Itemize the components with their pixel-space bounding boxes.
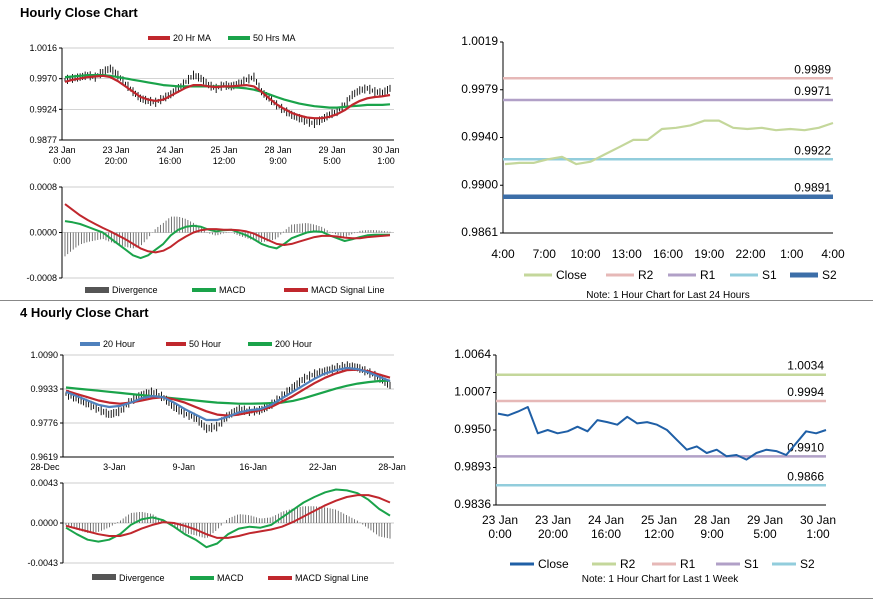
- legend-4h-r1-label: R1: [680, 557, 696, 571]
- 4h-levels-x-tick-label: 28 Jan 9:00: [694, 513, 730, 541]
- hourly-levels-x-tick-label: 4:00: [821, 247, 845, 261]
- legend-4h-r2-label: R2: [620, 557, 636, 571]
- 4h-levels-y-tick-label: 0.9836: [454, 497, 491, 511]
- 4h-price-x-tick-label: 3-Jan: [103, 462, 126, 472]
- 4h-signal-line: [65, 494, 391, 539]
- hourly-price-x-tick-label: 24 Jan 16:00: [156, 145, 183, 166]
- legend-50-hour-label: 50 Hour: [189, 339, 221, 349]
- 4h-levels-y-tick-label: 1.0007: [454, 385, 491, 399]
- hourly-signal-line: [64, 203, 391, 254]
- 4h-200-hour-line: [65, 379, 391, 405]
- legend-4h-divergence-swatch: [92, 574, 116, 580]
- hourly-levels-y-tick-label: 0.9861: [461, 225, 498, 239]
- hourly-macd-y-tick-label: -0.0008: [26, 273, 57, 283]
- 4h-macd-y-tick-label: -0.0043: [27, 558, 58, 568]
- section-divider: [0, 300, 873, 301]
- 4h-levels-y-tick-label: 1.0064: [454, 347, 491, 361]
- 4h-level-label-r2: 1.0034: [787, 359, 824, 373]
- legend-4h-close-label: Close: [538, 557, 569, 571]
- hourly-close-line: [504, 119, 834, 166]
- hourly-price-y-tick-label: 0.9877: [29, 135, 57, 145]
- hourly-price-x-tick-label: 28 Jan 9:00: [264, 145, 291, 166]
- hourly-macd-y-tick-label: 0.0000: [29, 228, 57, 238]
- legend-hourly-r1-label: R1: [700, 268, 716, 282]
- legend-divergence-swatch: [85, 287, 109, 293]
- hourly-levels-x-tick-label: 16:00: [653, 247, 683, 261]
- hourly-levels-y-tick-label: 0.9940: [461, 130, 498, 144]
- hourly-levels-x-tick-label: 1:00: [780, 247, 804, 261]
- legend-hourly-s1-label: S1: [762, 268, 777, 282]
- hourly-20ma-line: [64, 74, 391, 120]
- hourly-macd-line: [64, 220, 390, 260]
- 4h-levels-x-tick-label: 29 Jan 5:00: [747, 513, 783, 541]
- hourly-price-y-tick-label: 1.0016: [29, 43, 57, 53]
- hourly-price-y-tick-label: 0.9970: [29, 74, 57, 84]
- hourly-level-label-r1: 0.9971: [794, 84, 831, 98]
- hourly-levels-x-tick-label: 7:00: [533, 247, 557, 261]
- hourly-levels-x-tick-label: 19:00: [694, 247, 724, 261]
- 4h-levels-y-tick-label: 0.9950: [454, 422, 491, 436]
- legend-hourly-close-label: Close: [556, 268, 587, 282]
- hourly-price-y-tick-label: 0.9924: [29, 104, 57, 114]
- hourly-levels-y-tick-label: 1.0019: [461, 34, 498, 48]
- 4h-price-x-tick-label: 22-Jan: [309, 462, 337, 472]
- 4h-macd-y-tick-label: 0.0000: [30, 518, 58, 528]
- legend-4h-s2-label: S2: [800, 557, 815, 571]
- hourly-price-x-tick-label: 30 Jan 1:00: [372, 145, 399, 166]
- 4h-price-y-tick-label: 0.9933: [30, 384, 58, 394]
- 4h-levels-y-tick-label: 0.9893: [454, 460, 491, 474]
- legend-20-hour-label: 20 Hour: [103, 339, 135, 349]
- 4h-levels-note: Note: 1 Hour Chart for Last 1 Week: [582, 574, 740, 585]
- 4h-price-x-tick-label: 28-Dec: [30, 462, 60, 472]
- legend-4h-s1-label: S1: [744, 557, 759, 571]
- legend-4h-macd-signal-label: MACD Signal Line: [295, 573, 369, 583]
- section-title-4hourly: 4 Hourly Close Chart: [20, 305, 149, 320]
- legend-200-hour-label: 200 Hour: [275, 339, 312, 349]
- 4h-price-y-tick-label: 1.0090: [30, 350, 58, 360]
- 4h-price-y-tick-label: 0.9776: [30, 418, 58, 428]
- 4h-price-x-tick-label: 28-Jan: [378, 462, 406, 472]
- bottom-divider: [0, 598, 873, 599]
- legend-20hr-ma-label: 20 Hr MA: [173, 33, 211, 43]
- hourly-levels-x-tick-label: 22:00: [735, 247, 765, 261]
- 4h-20-hour-line: [65, 366, 391, 422]
- legend-4h-macd-label: MACD: [217, 573, 244, 583]
- 4h-level-label-r1: 0.9994: [787, 385, 824, 399]
- hourly-price-x-tick-label: 23 Jan 0:00: [48, 145, 75, 166]
- legend-macd-signal-label: MACD Signal Line: [311, 285, 385, 295]
- hourly-level-label-r2: 0.9989: [794, 62, 831, 76]
- 4h-price-x-tick-label: 16-Jan: [239, 462, 267, 472]
- 4h-price-x-tick-label: 9-Jan: [173, 462, 196, 472]
- hourly-price-x-tick-label: 29 Jan 5:00: [318, 145, 345, 166]
- legend-divergence-label: Divergence: [112, 285, 158, 295]
- 4h-levels-x-tick-label: 24 Jan 16:00: [588, 513, 624, 541]
- 4h-levels-x-tick-label: 25 Jan 12:00: [641, 513, 677, 541]
- hourly-macd-y-tick-label: 0.0008: [29, 182, 57, 192]
- 4h-close-line: [497, 406, 827, 461]
- hourly-price-x-tick-label: 23 Jan 20:00: [102, 145, 129, 166]
- legend-macd-label: MACD: [219, 285, 246, 295]
- 4h-levels-x-tick-label: 30 Jan 1:00: [800, 513, 836, 541]
- hourly-levels-note: Note: 1 Hour Chart for Last 24 Hours: [586, 290, 749, 301]
- legend-50hrs-ma-label: 50 Hrs MA: [253, 33, 296, 43]
- hourly-levels-x-tick-label: 10:00: [570, 247, 600, 261]
- hourly-levels-x-tick-label: 4:00: [491, 247, 515, 261]
- 4h-price-y-tick-label: 0.9619: [30, 452, 58, 462]
- section-title-hourly: Hourly Close Chart: [20, 5, 138, 20]
- 4h-macd-y-tick-label: 0.0043: [30, 478, 58, 488]
- 4h-levels-x-tick-label: 23 Jan 20:00: [535, 513, 571, 541]
- hourly-levels-x-tick-label: 13:00: [612, 247, 642, 261]
- hourly-level-label-s1: 0.9922: [794, 143, 831, 157]
- 4h-levels-x-tick-label: 23 Jan 0:00: [482, 513, 518, 541]
- hourly-level-label-s2: 0.9891: [794, 181, 831, 195]
- hourly-levels-y-tick-label: 0.9900: [461, 177, 498, 191]
- hourly-levels-y-tick-label: 0.9979: [461, 82, 498, 96]
- 4h-level-label-s2: 0.9866: [787, 469, 824, 483]
- legend-hourly-s2-label: S2: [822, 268, 837, 282]
- hourly-price-x-tick-label: 25 Jan 12:00: [210, 145, 237, 166]
- legend-hourly-r2-label: R2: [638, 268, 654, 282]
- legend-4h-divergence-label: Divergence: [119, 573, 165, 583]
- 4h-macd-line: [65, 488, 391, 549]
